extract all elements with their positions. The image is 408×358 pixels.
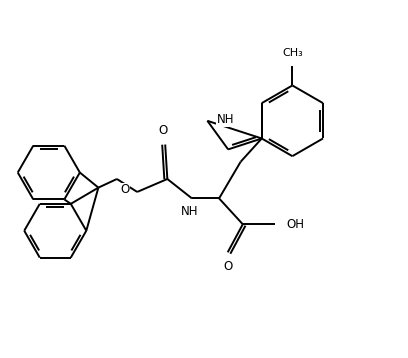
Text: NH: NH xyxy=(181,205,199,218)
Text: NH: NH xyxy=(217,113,234,126)
Text: O: O xyxy=(120,183,129,196)
Text: OH: OH xyxy=(286,218,304,231)
Text: CH₃: CH₃ xyxy=(282,48,303,58)
Text: O: O xyxy=(158,124,168,137)
Text: O: O xyxy=(223,260,232,273)
